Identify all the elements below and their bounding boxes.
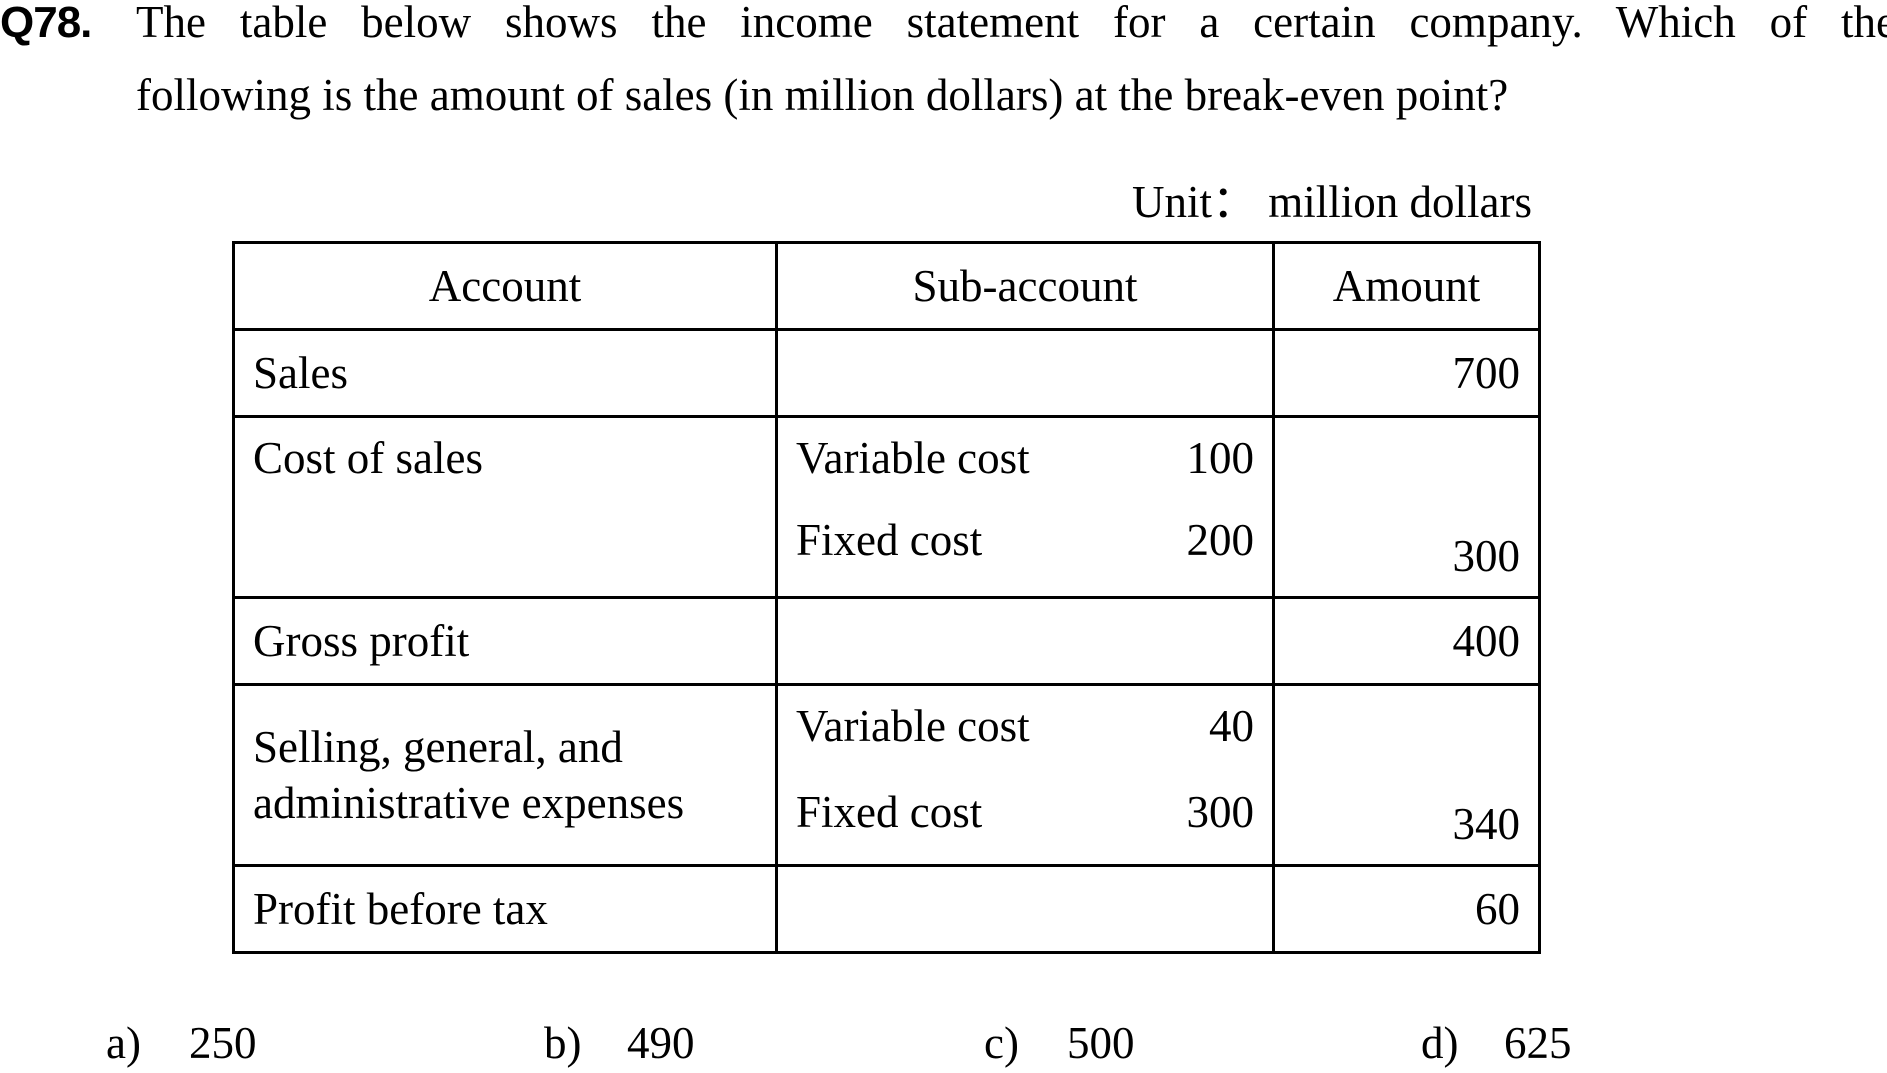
question-line-1: Q78. <box>0 0 92 60</box>
sub-account-cell: Variable cost 40 Fixed cost 300 <box>775 683 1275 867</box>
choice-b[interactable]: b) 490 <box>544 1013 695 1073</box>
choice-value: 625 <box>1504 1018 1572 1068</box>
choice-letter: c) <box>984 1018 1019 1068</box>
sub-account-label: Fixed cost <box>796 787 983 837</box>
choice-value: 250 <box>189 1018 257 1068</box>
header-account: Account <box>232 241 778 331</box>
sub-account-label: Fixed cost <box>796 515 983 565</box>
sub-account-value: 40 <box>1209 701 1254 751</box>
sub-account-label: Variable cost <box>796 433 1030 483</box>
table-header-row: Account Sub-account Amount <box>232 241 1541 331</box>
table-row-profit-before-tax: Profit before tax 60 <box>232 864 1541 954</box>
choice-a[interactable]: a) 250 <box>106 1013 257 1073</box>
account-line: administrative expenses <box>253 778 685 828</box>
choice-c[interactable]: c) 500 <box>984 1013 1135 1073</box>
choice-value: 500 <box>1067 1018 1135 1068</box>
sub-account-line: Fixed cost 300 <box>796 784 1254 840</box>
amount-cell: 700 <box>1272 328 1541 418</box>
question-text-line-1: The table below shows the income stateme… <box>136 0 1887 47</box>
choice-value: 490 <box>627 1018 695 1068</box>
account-cell: Selling, general, and administrative exp… <box>232 683 778 867</box>
sub-account-line: Fixed cost 200 <box>796 512 1254 568</box>
table-row-sales: Sales 700 <box>232 328 1541 418</box>
question-number: Q78. <box>0 0 92 47</box>
choice-letter: b) <box>544 1018 582 1068</box>
sub-account-cell <box>775 328 1275 418</box>
table-row-cost-of-sales: Cost of sales Variable cost 100 Fixed co… <box>232 415 1541 599</box>
sub-account-value: 200 <box>1186 515 1255 565</box>
unit-label: Unit： million dollars <box>1132 177 1532 227</box>
amount-cell: 340 <box>1272 683 1541 867</box>
header-sub-account: Sub-account <box>775 241 1275 331</box>
account-cell: Gross profit <box>232 596 778 686</box>
account-cell: Sales <box>232 328 778 418</box>
sub-account-value: 100 <box>1186 433 1255 483</box>
income-statement-table: Account Sub-account Amount Sales 700 Cos… <box>232 241 1541 954</box>
sub-account-label: Variable cost <box>796 701 1030 751</box>
amount-cell: 300 <box>1272 415 1541 599</box>
sub-account-value: 300 <box>1186 787 1255 837</box>
choice-letter: d) <box>1421 1018 1459 1068</box>
amount-cell: 400 <box>1272 596 1541 686</box>
header-amount: Amount <box>1272 241 1541 331</box>
choice-letter: a) <box>106 1018 141 1068</box>
account-cell: Cost of sales <box>232 415 778 599</box>
account-line: Selling, general, and <box>253 722 623 772</box>
table-row-gross-profit: Gross profit 400 <box>232 596 1541 686</box>
sub-account-cell <box>775 864 1275 954</box>
amount-cell: 60 <box>1272 864 1541 954</box>
sub-account-cell: Variable cost 100 Fixed cost 200 <box>775 415 1275 599</box>
choice-d[interactable]: d) 625 <box>1421 1013 1572 1073</box>
sub-account-cell <box>775 596 1275 686</box>
question-text-line-2: following is the amount of sales (in mil… <box>136 70 1509 120</box>
account-cell: Profit before tax <box>232 864 778 954</box>
sub-account-line: Variable cost 40 <box>796 698 1254 754</box>
table-row-sga-expenses: Selling, general, and administrative exp… <box>232 683 1541 867</box>
sub-account-line: Variable cost 100 <box>796 430 1254 486</box>
